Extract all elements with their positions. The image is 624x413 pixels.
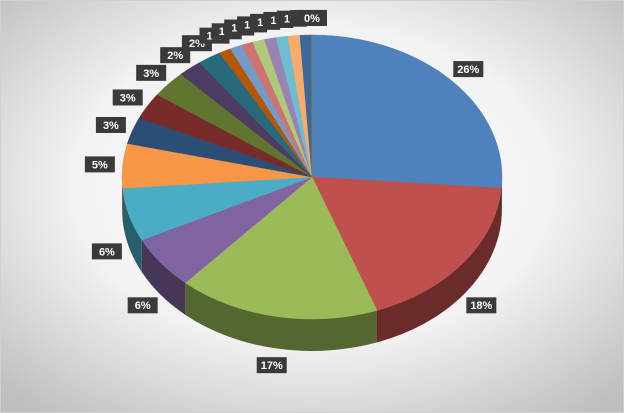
data-label: 3% [95, 116, 126, 133]
data-label: 17% [256, 357, 287, 374]
data-label-box [136, 64, 167, 81]
slice-side [122, 188, 142, 273]
data-label-box [453, 61, 484, 78]
data-label-box [95, 116, 126, 133]
data-label-text: 3% [143, 68, 159, 80]
data-label: 3% [112, 89, 143, 106]
data-label-text: 2% [167, 50, 183, 62]
pie-tops [121, 34, 503, 320]
data-label-text: 18% [470, 300, 492, 312]
data-label-box [112, 89, 143, 106]
data-label-text: 3% [120, 92, 136, 104]
data-label-text: 17% [261, 360, 283, 372]
slice-side [185, 282, 377, 351]
data-label-text: 26% [457, 64, 479, 76]
data-label-text: 6% [99, 246, 115, 258]
data-label-text: 5% [92, 159, 108, 171]
data-label-box [91, 243, 122, 260]
slice [184, 176, 378, 320]
slice-side [376, 188, 502, 343]
data-label-text: 3% [103, 120, 119, 132]
data-label: 0% [297, 9, 327, 26]
slice [311, 176, 502, 311]
data-label: 26% [453, 61, 484, 78]
data-label-box [84, 156, 115, 173]
data-label-box [297, 9, 327, 26]
pie-sides [122, 177, 502, 351]
data-label-text: 0% [304, 13, 320, 25]
slice [311, 34, 503, 189]
data-label-box [466, 297, 497, 314]
data-labels: 26%18%17%6%6%5%3%3%3%2%2%1%1%1%1%1%1%1%1… [84, 9, 497, 374]
data-label-box [127, 297, 158, 314]
data-label-box [256, 357, 287, 374]
data-label: 6% [91, 243, 122, 260]
data-label: 18% [466, 297, 497, 314]
slice-side [141, 240, 186, 315]
data-label: 6% [127, 297, 158, 314]
data-label: 3% [136, 64, 167, 81]
data-label-text: 6% [135, 300, 151, 312]
data-label: 5% [84, 156, 115, 173]
